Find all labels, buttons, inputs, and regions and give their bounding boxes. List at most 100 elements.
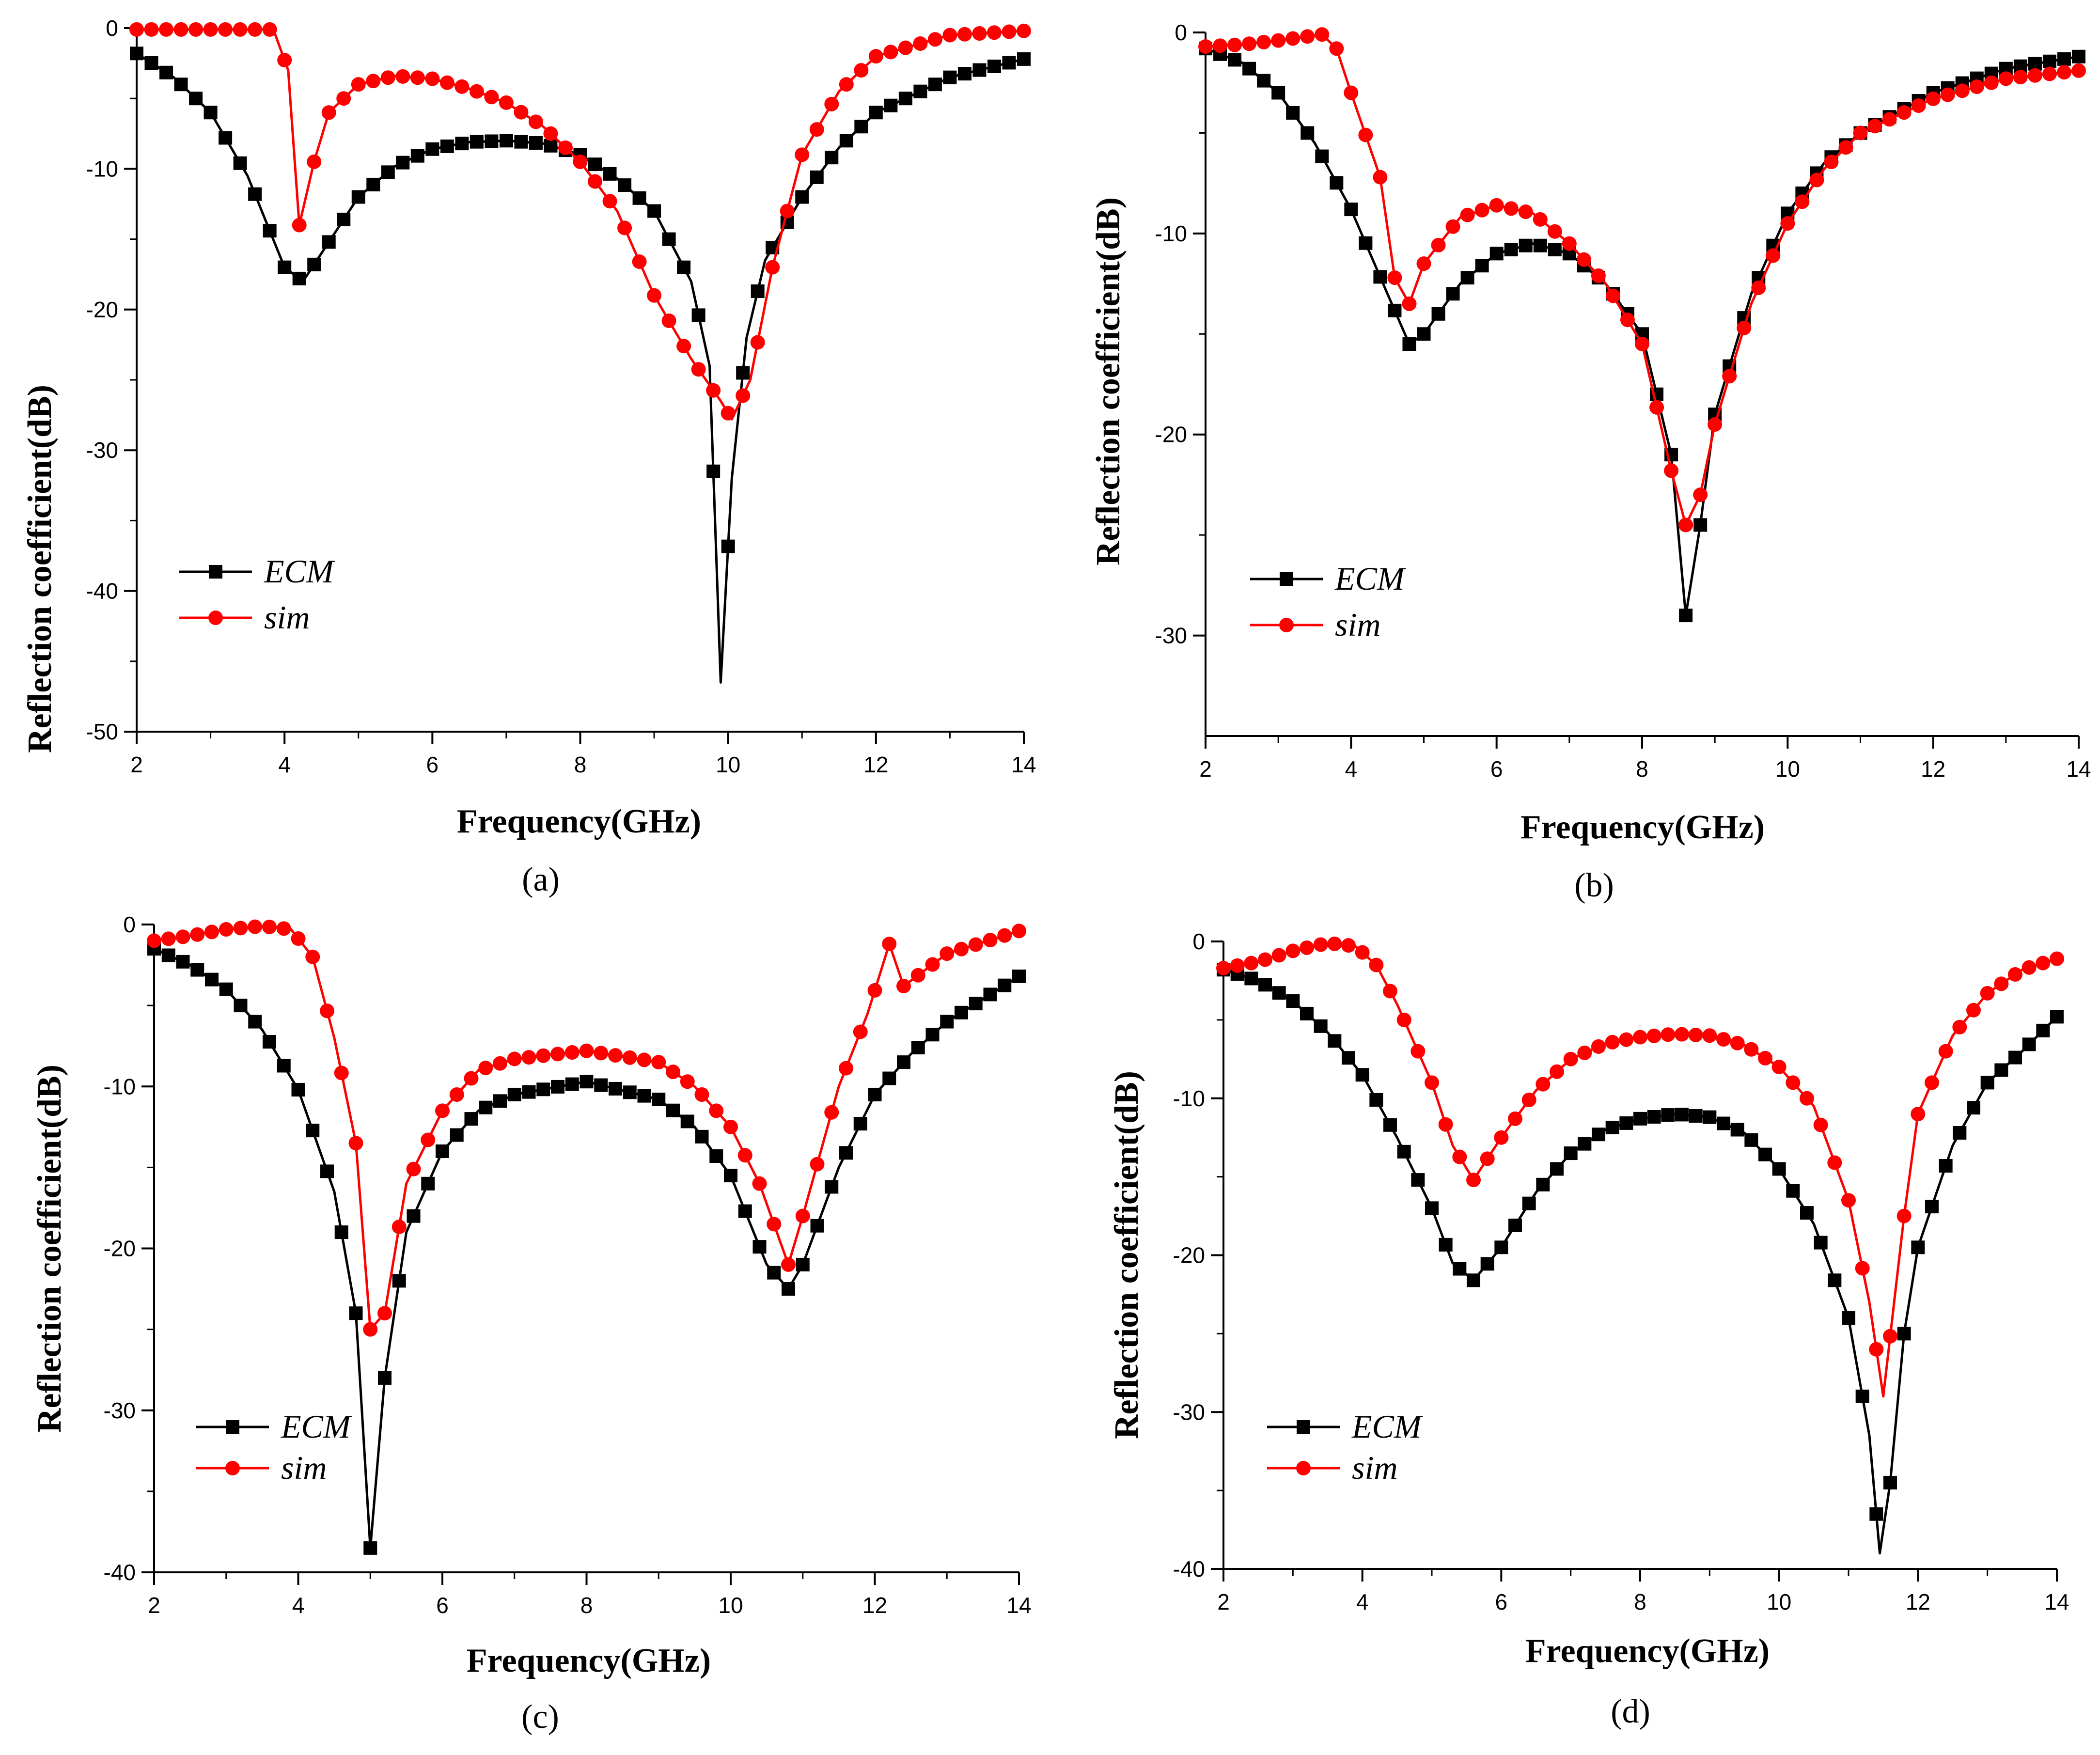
data-point-ecm: [623, 1085, 637, 1099]
data-point-sim: [307, 154, 322, 169]
data-point-sim: [395, 69, 410, 84]
data-point-sim: [781, 1257, 796, 1272]
data-point-sim: [2071, 63, 2086, 78]
data-point-ecm: [709, 1149, 723, 1163]
data-point-sim: [291, 931, 306, 946]
data-point-sim: [1300, 940, 1314, 955]
data-point-ecm: [853, 1117, 867, 1131]
data-point-sim: [1853, 125, 1868, 141]
data-point-ecm: [998, 978, 1012, 992]
data-point-sim: [1518, 204, 1533, 219]
data-point-sim: [1396, 1012, 1411, 1027]
data-point-ecm: [706, 464, 721, 478]
data-point-ecm: [691, 308, 705, 322]
y-axis-title: Reflection coefficient(dB): [1090, 197, 1127, 565]
data-point-sim: [1438, 1117, 1453, 1132]
data-point-sim: [277, 53, 292, 68]
y-tick-label: -10: [104, 1074, 136, 1099]
data-point-ecm: [1504, 243, 1518, 257]
data-point-ecm: [1689, 1109, 1703, 1123]
x-tick-label: 2: [1217, 1589, 1230, 1614]
data-point-ecm: [957, 67, 972, 81]
data-point-sim: [1730, 1035, 1745, 1050]
data-point-sim: [1646, 1028, 1661, 1043]
data-point-sim: [1708, 417, 1723, 432]
data-point-sim: [1786, 1075, 1801, 1090]
data-point-ecm: [1693, 518, 1708, 532]
data-point-sim: [721, 406, 736, 421]
data-point-sim: [824, 96, 839, 111]
data-point-ecm: [969, 997, 983, 1011]
data-point-ecm: [470, 135, 484, 149]
data-point-sim: [1300, 29, 1315, 44]
data-point-ecm: [1257, 74, 1271, 88]
data-point-ecm: [205, 972, 219, 987]
x-axis-title: Frequency(GHz): [1520, 809, 1765, 846]
data-point-sim: [1969, 79, 1984, 94]
data-point-sim: [637, 1052, 652, 1067]
data-point-ecm: [751, 284, 765, 298]
data-point-sim: [954, 941, 969, 956]
legend-marker-sim: [208, 611, 223, 625]
data-point-sim: [882, 937, 897, 952]
data-point-ecm: [277, 1059, 291, 1073]
data-point-sim: [750, 335, 765, 350]
data-point-ecm: [410, 149, 424, 163]
data-point-sim: [203, 22, 218, 37]
data-point-sim: [632, 254, 647, 269]
data-point-ecm: [1842, 1311, 1855, 1325]
data-point-sim: [910, 968, 925, 983]
data-point-sim: [1387, 270, 1402, 285]
data-point-sim: [1547, 224, 1562, 239]
data-point-ecm: [1244, 972, 1258, 986]
data-point-ecm: [1228, 53, 1242, 67]
data-point-ecm: [1800, 1206, 1814, 1220]
data-point-ecm: [1967, 1101, 1980, 1115]
data-point-sim: [1460, 207, 1475, 222]
data-point-ecm: [1373, 270, 1387, 284]
data-point-sim: [2022, 960, 2037, 975]
data-point-sim: [602, 194, 617, 209]
data-point-sim: [348, 1136, 363, 1151]
x-tick-label: 14: [2066, 756, 2091, 782]
data-point-ecm: [983, 987, 997, 1002]
data-point-ecm: [1633, 1112, 1647, 1126]
data-point-sim: [588, 174, 603, 189]
data-point-sim: [425, 71, 440, 86]
chart-panel-c: 2 4 6 8 10 12 14 -40 -30 -20 -10 0 ECM sim Frequency(G…: [31, 912, 1032, 1736]
x-tick-label: 8: [580, 1593, 593, 1618]
x-tick-label: 2: [130, 752, 143, 777]
x-tick-label: 4: [292, 1593, 305, 1618]
data-point-sim: [1285, 943, 1301, 958]
data-point-ecm: [1772, 1162, 1786, 1176]
data-point-sim: [558, 140, 573, 155]
data-point-ecm: [1883, 1475, 1897, 1489]
legend-label-sim: sim: [264, 599, 310, 636]
data-point-ecm: [1855, 1389, 1869, 1403]
x-tick-label: 4: [278, 752, 291, 777]
data-point-ecm: [1330, 176, 1344, 190]
y-tick-label: -30: [1155, 623, 1187, 648]
data-point-sim: [550, 1047, 565, 1062]
data-point-sim: [1577, 1045, 1592, 1060]
data-point-ecm: [854, 120, 868, 134]
data-point-sim: [1771, 1060, 1787, 1074]
data-point-ecm: [839, 1146, 853, 1160]
data-point-sim: [1373, 170, 1388, 185]
data-point-sim: [676, 339, 691, 354]
data-point-ecm: [514, 135, 528, 149]
panel-label: (d): [1611, 1693, 1650, 1730]
data-point-sim: [1824, 155, 1839, 170]
data-point-sim: [1402, 297, 1417, 312]
data-point-sim: [1675, 1027, 1689, 1042]
data-point-sim: [1809, 172, 1824, 188]
data-point-sim: [190, 927, 205, 942]
legend-marker-sim: [1279, 618, 1294, 632]
data-point-ecm: [680, 1114, 694, 1128]
data-point-sim: [1358, 127, 1373, 142]
data-point-sim: [1661, 1027, 1676, 1042]
data-point-sim: [680, 1074, 695, 1089]
data-point-ecm: [1328, 1034, 1342, 1048]
data-point-sim: [1688, 1027, 1703, 1042]
data-point-ecm: [263, 1034, 276, 1049]
